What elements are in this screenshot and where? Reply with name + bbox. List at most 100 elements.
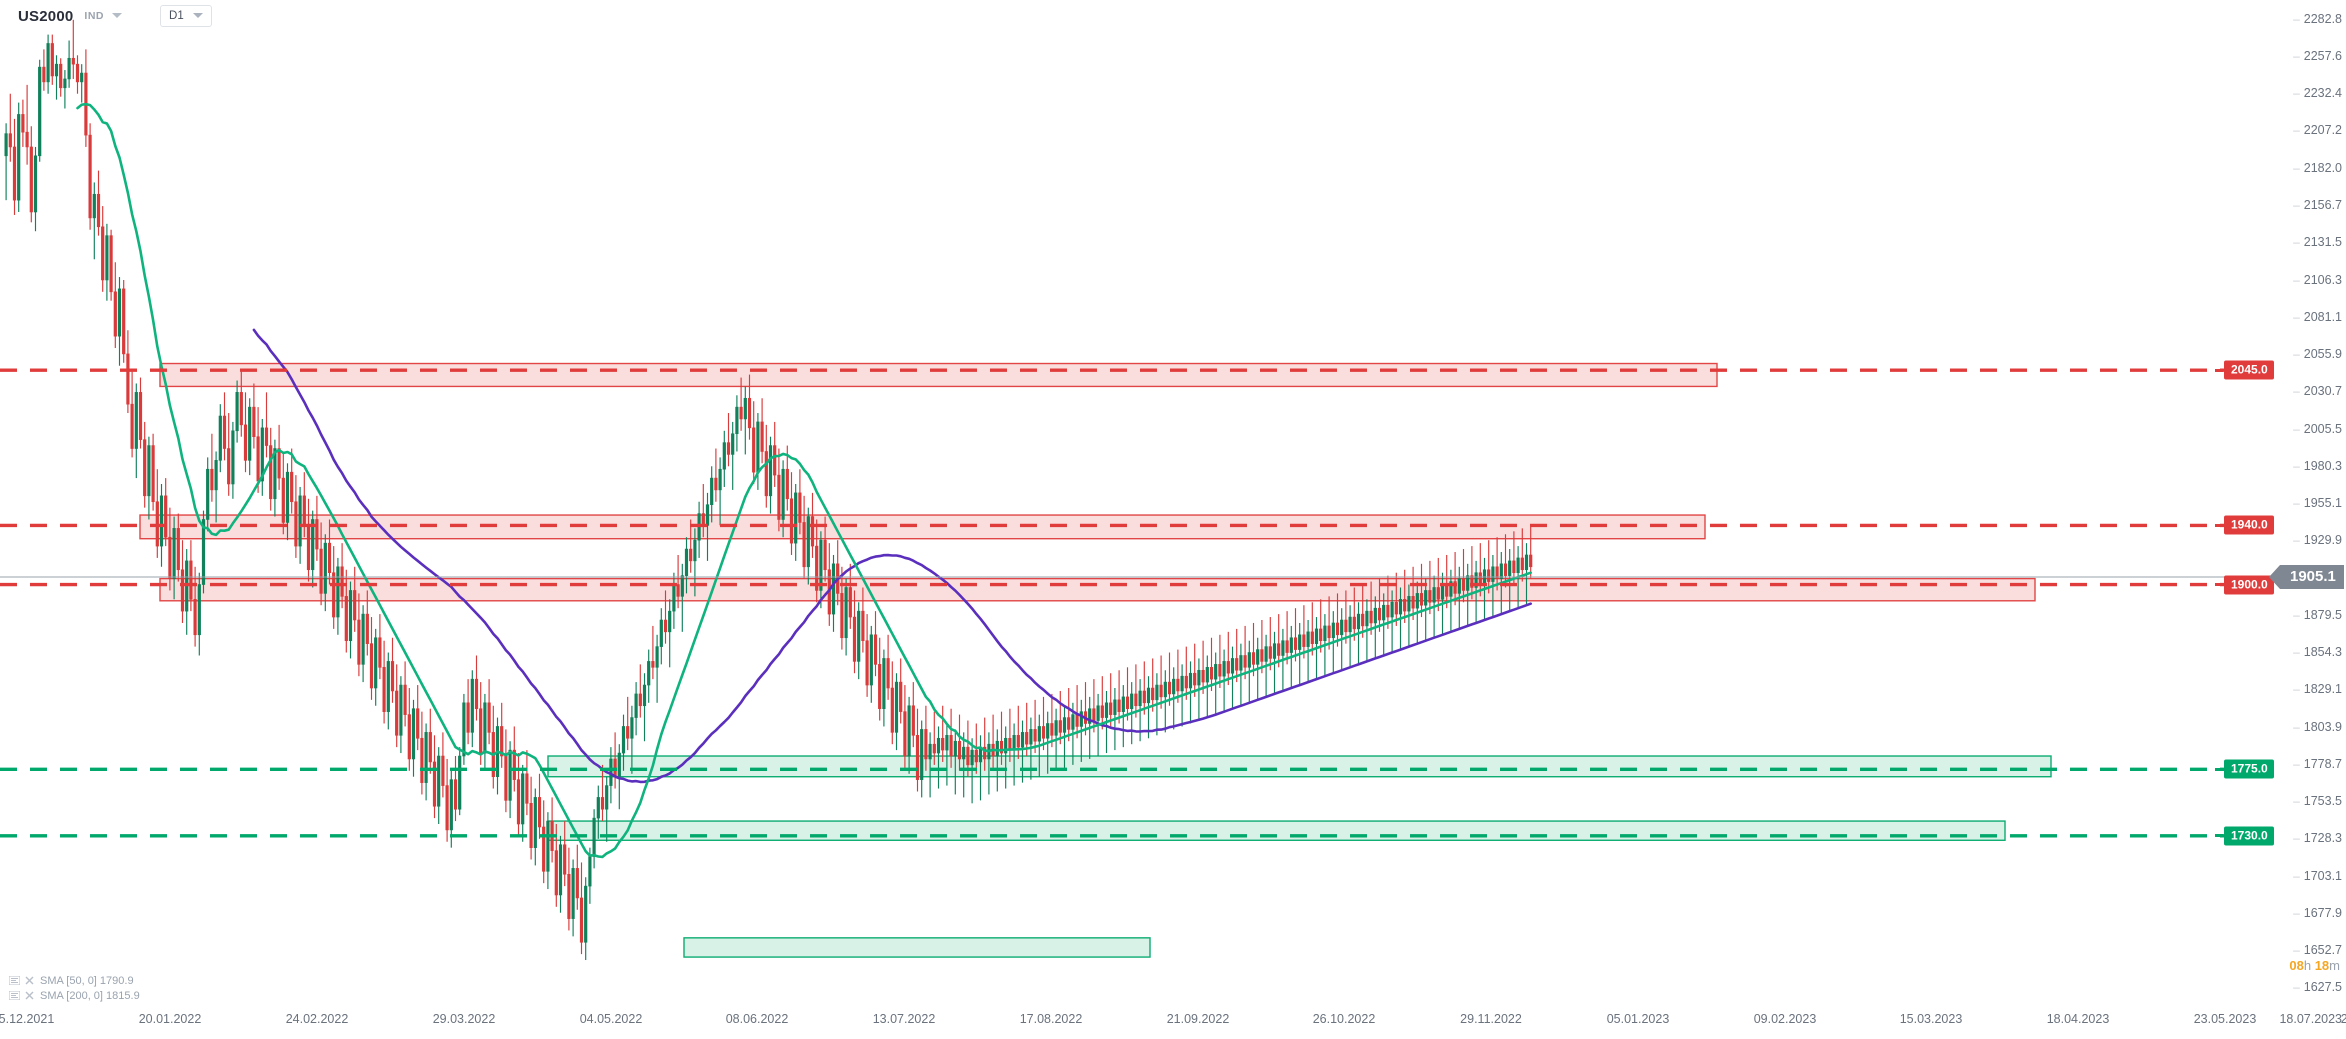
price-axis[interactable]: –2282.8–2257.6–2232.4–2207.2–2182.0–2156… xyxy=(2215,0,2346,1006)
price-tick: –1854.3 xyxy=(2293,645,2342,659)
level-badge-resistance-1940[interactable]: 1940.0 xyxy=(2215,515,2274,535)
price-tick: –1652.7 xyxy=(2293,943,2342,957)
tick-dash-icon: – xyxy=(2293,980,2300,995)
level-badge-label: 1900.0 xyxy=(2231,577,2268,592)
countdown-unit: m xyxy=(2329,957,2340,973)
price-tick-label: 2055.9 xyxy=(2303,347,2342,362)
price-tick-label: 2030.7 xyxy=(2303,384,2342,399)
level-badge-support-1730[interactable]: 1730.0 xyxy=(2215,826,2274,846)
current-price-badge[interactable]: 1905.1 xyxy=(2269,564,2344,589)
badge-dash-icon xyxy=(2215,767,2223,771)
badge-dash-icon xyxy=(2215,523,2223,527)
time-tick-label: 29.03.2022 xyxy=(432,1012,496,1026)
price-tick: –1955.1 xyxy=(2293,496,2342,510)
price-tick-label: 2207.2 xyxy=(2303,123,2342,138)
price-tick: –2156.7 xyxy=(2293,198,2342,212)
level-badge-support-1775[interactable]: 1775.0 xyxy=(2215,759,2274,779)
time-tick-label: 04.05.2022 xyxy=(579,1012,643,1026)
time-tick-label: 05.01.2023 xyxy=(1606,1012,1670,1026)
badge-dash-icon xyxy=(2215,368,2223,372)
level-badge-label: 1730.0 xyxy=(2231,828,2268,843)
tick-dash-icon: – xyxy=(2293,831,2300,846)
price-tick: –1980.3 xyxy=(2293,459,2342,473)
zone-support-1775 xyxy=(547,755,2052,778)
price-tick: –2081.1 xyxy=(2293,310,2342,324)
price-tick-label: 1829.1 xyxy=(2303,682,2342,697)
settings-icon[interactable] xyxy=(8,990,20,1001)
price-tick-label: 1980.3 xyxy=(2303,458,2342,473)
price-tick: –1929.9 xyxy=(2293,533,2342,547)
level-badge-resistance-1900[interactable]: 1900.0 xyxy=(2215,575,2274,595)
tick-dash-icon: – xyxy=(2293,943,2300,958)
price-tick: –2106.3 xyxy=(2293,273,2342,287)
time-tick-label: 21.09.2022 xyxy=(1166,1012,1230,1026)
indicator-legend-row[interactable]: SMA [200, 0] 1815.9 xyxy=(8,988,140,1003)
level-badge-resistance-2045[interactable]: 2045.0 xyxy=(2215,360,2274,380)
price-tick: –1728.3 xyxy=(2293,831,2342,845)
time-tick-label: 09.02.2023 xyxy=(1753,1012,1817,1026)
timeframe-selector[interactable]: D1 xyxy=(160,5,212,27)
time-tick-label: 18.04.2023 xyxy=(2046,1012,2110,1026)
chevron-down-icon[interactable] xyxy=(112,13,123,18)
price-tick: –1778.7 xyxy=(2293,757,2342,771)
price-tick-label: 2257.6 xyxy=(2303,48,2342,63)
tick-dash-icon: – xyxy=(2293,607,2300,622)
tick-dash-icon: – xyxy=(2293,905,2300,920)
time-tick-label: 13.07.2022 xyxy=(872,1012,936,1026)
symbol-name[interactable]: US2000 xyxy=(18,7,74,25)
price-tick: –2005.5 xyxy=(2293,422,2342,436)
level-badge-label: 1775.0 xyxy=(2231,761,2268,776)
tick-dash-icon: – xyxy=(2293,719,2300,734)
close-icon[interactable] xyxy=(23,975,35,986)
time-tick-label: 15.12.2021 xyxy=(0,1012,55,1026)
chevron-down-icon[interactable] xyxy=(192,13,203,18)
tick-dash-icon: – xyxy=(2293,347,2300,362)
zone-resistance-1900 xyxy=(159,577,2036,602)
price-tick: –1703.1 xyxy=(2293,869,2342,883)
tick-dash-icon: – xyxy=(2293,682,2300,697)
price-tick: –1753.5 xyxy=(2293,794,2342,808)
price-tick-label: 1854.3 xyxy=(2303,645,2342,660)
price-tick-label: 2182.0 xyxy=(2303,160,2342,175)
time-tick-label: 23.06.2023 xyxy=(2340,1012,2346,1026)
level-badge-label: 2045.0 xyxy=(2231,362,2268,377)
time-tick-label: 29.11.2022 xyxy=(1460,1012,1522,1026)
zone-resistance-1940 xyxy=(139,514,1706,540)
sma-200-line xyxy=(252,328,1532,784)
price-tick: –2131.5 xyxy=(2293,235,2342,249)
chart-plot-area[interactable] xyxy=(0,0,2268,1006)
countdown-unit: h xyxy=(2303,957,2312,973)
price-tick: –1803.9 xyxy=(2293,720,2342,734)
close-icon[interactable] xyxy=(23,990,35,1001)
price-tick-label: 1778.7 xyxy=(2303,756,2342,771)
price-tick-label: 1703.1 xyxy=(2303,868,2342,883)
tick-dash-icon: – xyxy=(2293,48,2300,63)
badge-dash-icon xyxy=(2215,834,2223,838)
price-tick: –2182.0 xyxy=(2293,161,2342,175)
price-tick: –1627.5 xyxy=(2293,980,2342,994)
price-tick-label: 2005.5 xyxy=(2303,421,2342,436)
price-tick-label: 1728.3 xyxy=(2303,831,2342,846)
time-tick-label: 26.10.2022 xyxy=(1312,1012,1376,1026)
price-tick-label: 2106.3 xyxy=(2303,272,2342,287)
price-tick-label: 2282.8 xyxy=(2303,11,2342,26)
chart-header: US2000 IND D1 xyxy=(0,0,2346,32)
tick-dash-icon: – xyxy=(2293,496,2300,511)
price-tick-label: 1929.9 xyxy=(2303,533,2342,548)
tick-dash-icon: – xyxy=(2293,160,2300,175)
tick-dash-icon: – xyxy=(2293,309,2300,324)
level-zones xyxy=(139,362,2052,958)
price-tick: –1677.9 xyxy=(2293,906,2342,920)
candles xyxy=(4,19,1533,961)
indicator-legend-row[interactable]: SMA [50, 0] 1790.9 xyxy=(8,973,140,988)
indicator-legend-label: SMA [50, 0] 1790.9 xyxy=(40,974,134,987)
time-axis[interactable]: 15.12.2021 20.01.2022 24.02.2022 29.03.2022… xyxy=(0,1006,2346,1039)
settings-icon[interactable] xyxy=(8,975,20,986)
price-tick: –2232.4 xyxy=(2293,86,2342,100)
tick-dash-icon: – xyxy=(2293,645,2300,660)
price-tick-label: 1879.5 xyxy=(2303,607,2342,622)
price-tick-label: 2156.7 xyxy=(2303,198,2342,213)
time-tick-label: 08.06.2022 xyxy=(725,1012,789,1026)
price-tick-label: 1677.9 xyxy=(2303,905,2342,920)
price-tick: –2257.6 xyxy=(2293,49,2342,63)
